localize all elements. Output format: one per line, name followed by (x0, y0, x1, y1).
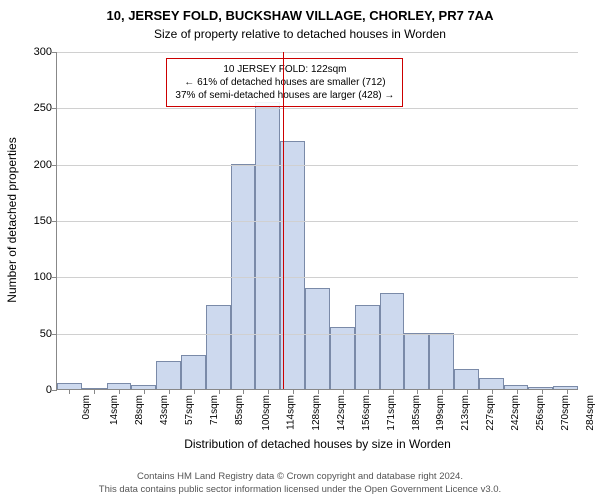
page-subtitle: Size of property relative to detached ho… (0, 23, 600, 41)
x-tick-label: 85sqm (234, 395, 245, 425)
gridline (57, 334, 578, 335)
x-tick-label: 43sqm (159, 395, 170, 425)
x-tick-label: 242sqm (510, 395, 521, 431)
x-tick-label: 213sqm (460, 395, 471, 431)
x-tick-label: 199sqm (435, 395, 446, 431)
gridline (57, 108, 578, 109)
gridline (57, 165, 578, 166)
bar (404, 333, 429, 389)
info-box: 10 JERSEY FOLD: 122sqm← 61% of detached … (166, 58, 403, 107)
x-tick-mark (368, 389, 369, 394)
y-tick-label: 0 (46, 384, 52, 396)
bar (330, 327, 355, 389)
x-tick-mark (343, 389, 344, 394)
x-tick-mark (243, 389, 244, 394)
x-tick-label: 270sqm (559, 395, 570, 431)
bar (305, 288, 330, 389)
y-tick-mark (52, 277, 57, 278)
y-tick-label: 50 (40, 328, 52, 340)
info-box-line: ← 61% of detached houses are smaller (71… (175, 76, 394, 89)
x-tick-label: 171sqm (385, 395, 396, 431)
gridline (57, 277, 578, 278)
x-tick-label: 71sqm (209, 395, 220, 425)
x-tick-mark (293, 389, 294, 394)
x-tick-mark (94, 389, 95, 394)
info-box-line: 10 JERSEY FOLD: 122sqm (175, 63, 394, 76)
x-tick-label: 114sqm (286, 395, 297, 430)
x-tick-mark (542, 389, 543, 394)
bar (380, 293, 405, 389)
page-title: 10, JERSEY FOLD, BUCKSHAW VILLAGE, CHORL… (0, 0, 600, 23)
chart-plot-area: Distribution of detached houses by size … (56, 52, 578, 390)
bar (454, 369, 479, 389)
x-tick-mark (144, 389, 145, 394)
x-tick-label: 100sqm (261, 395, 272, 431)
gridline (57, 221, 578, 222)
x-tick-label: 57sqm (184, 395, 195, 425)
bar (255, 102, 280, 389)
bar (429, 333, 454, 389)
x-tick-label: 128sqm (311, 395, 322, 431)
gridline (57, 52, 578, 53)
x-tick-mark (467, 389, 468, 394)
y-tick-label: 250 (34, 102, 52, 114)
y-tick-mark (52, 165, 57, 166)
x-tick-mark (517, 389, 518, 394)
bar (479, 378, 504, 389)
chart-container: 10, JERSEY FOLD, BUCKSHAW VILLAGE, CHORL… (0, 0, 600, 500)
info-box-line: 37% of semi-detached houses are larger (… (175, 89, 394, 102)
x-tick-label: 185sqm (410, 395, 421, 431)
bar (156, 361, 181, 389)
x-tick-mark (268, 389, 269, 394)
y-tick-mark (52, 334, 57, 335)
x-tick-mark (119, 389, 120, 394)
y-tick-mark (52, 221, 57, 222)
y-axis-label: Number of detached properties (5, 137, 19, 302)
x-tick-label: 227sqm (485, 395, 496, 431)
y-tick-mark (52, 390, 57, 391)
x-tick-mark (492, 389, 493, 394)
footer-line-1: Contains HM Land Registry data © Crown c… (0, 471, 600, 483)
x-tick-mark (219, 389, 220, 394)
x-tick-mark (567, 389, 568, 394)
footer-line-2: This data contains public sector informa… (0, 484, 600, 496)
bar (231, 164, 256, 389)
x-tick-mark (69, 389, 70, 394)
bar (355, 305, 380, 390)
y-tick-label: 150 (34, 215, 52, 227)
bar (206, 305, 231, 390)
y-tick-label: 100 (34, 271, 52, 283)
footer: Contains HM Land Registry data © Crown c… (0, 471, 600, 496)
x-tick-mark (194, 389, 195, 394)
y-tick-label: 300 (34, 46, 52, 58)
x-tick-mark (442, 389, 443, 394)
x-tick-mark (417, 389, 418, 394)
x-tick-label: 142sqm (336, 395, 347, 431)
x-tick-label: 256sqm (535, 395, 546, 431)
x-tick-label: 0sqm (82, 395, 93, 419)
x-tick-mark (318, 389, 319, 394)
x-tick-mark (393, 389, 394, 394)
x-tick-label: 28sqm (134, 395, 145, 425)
y-tick-label: 200 (34, 159, 52, 171)
y-tick-mark (52, 108, 57, 109)
x-tick-mark (169, 389, 170, 394)
marker-line (283, 52, 284, 389)
x-tick-label: 156sqm (361, 395, 372, 431)
y-tick-mark (52, 52, 57, 53)
x-tick-label: 284sqm (584, 395, 595, 431)
x-tick-label: 14sqm (109, 395, 120, 425)
bar (181, 355, 206, 389)
x-axis-label: Distribution of detached houses by size … (57, 437, 578, 451)
